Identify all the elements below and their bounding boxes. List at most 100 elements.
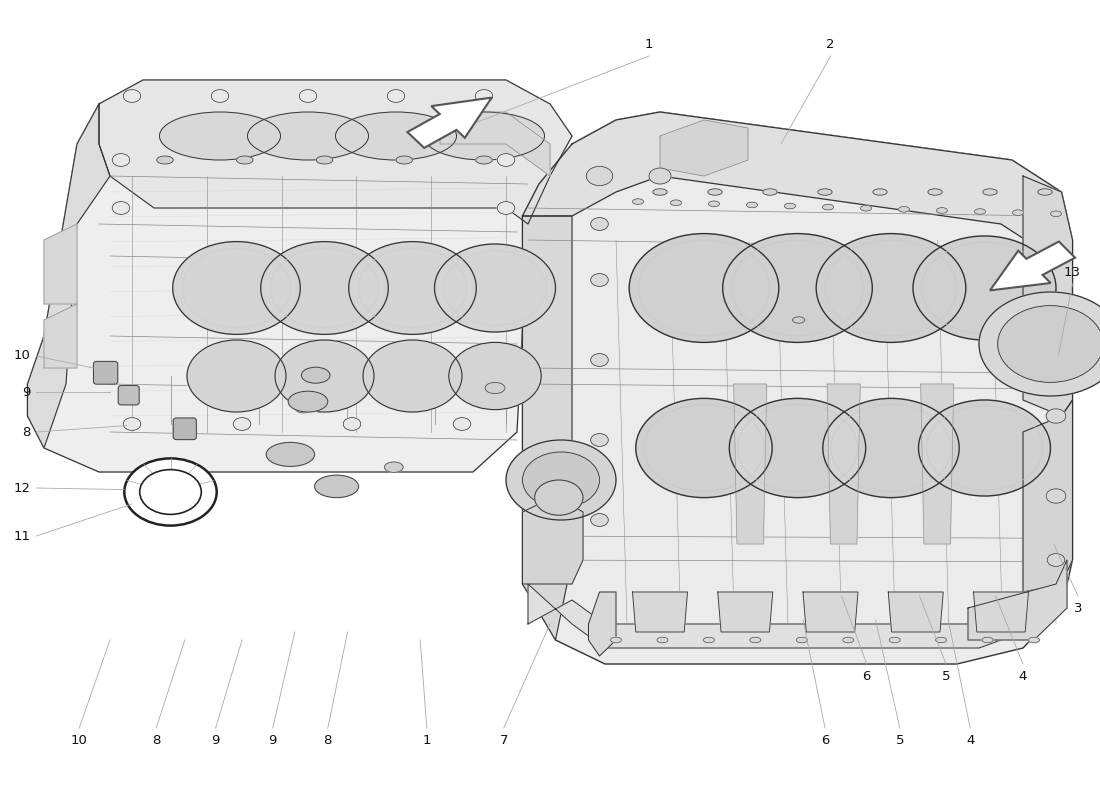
Text: 1: 1	[645, 38, 653, 50]
Circle shape	[649, 168, 671, 184]
Ellipse shape	[708, 189, 722, 195]
Ellipse shape	[983, 189, 997, 195]
Text: 10: 10	[70, 734, 88, 746]
Circle shape	[140, 470, 201, 514]
Polygon shape	[889, 592, 944, 632]
Ellipse shape	[160, 112, 280, 160]
Ellipse shape	[336, 112, 456, 160]
Ellipse shape	[315, 475, 359, 498]
Polygon shape	[921, 384, 954, 544]
Circle shape	[434, 244, 556, 332]
Ellipse shape	[823, 204, 834, 210]
Ellipse shape	[982, 637, 993, 643]
Circle shape	[449, 342, 541, 410]
FancyBboxPatch shape	[94, 362, 118, 384]
Ellipse shape	[899, 206, 910, 212]
Ellipse shape	[288, 391, 328, 412]
Circle shape	[535, 480, 583, 515]
Text: 5: 5	[942, 670, 950, 682]
Polygon shape	[990, 242, 1075, 290]
Text: 4: 4	[1019, 670, 1027, 682]
Polygon shape	[803, 592, 858, 632]
Text: 3: 3	[1074, 602, 1082, 614]
Circle shape	[591, 354, 608, 366]
Circle shape	[1046, 489, 1066, 503]
Polygon shape	[1023, 176, 1072, 416]
Ellipse shape	[936, 637, 947, 643]
Polygon shape	[522, 216, 572, 640]
Circle shape	[586, 166, 613, 186]
Circle shape	[124, 458, 217, 526]
Ellipse shape	[424, 112, 544, 160]
Circle shape	[591, 514, 608, 526]
Ellipse shape	[295, 403, 312, 413]
Circle shape	[187, 340, 286, 412]
Circle shape	[299, 90, 317, 102]
Ellipse shape	[843, 637, 854, 643]
Polygon shape	[528, 584, 1023, 648]
Circle shape	[112, 154, 130, 166]
Text: 6: 6	[821, 734, 829, 746]
Polygon shape	[44, 224, 77, 304]
Polygon shape	[522, 112, 1072, 664]
Ellipse shape	[747, 202, 758, 208]
Text: 2: 2	[826, 38, 835, 50]
Circle shape	[1046, 409, 1066, 423]
Circle shape	[591, 274, 608, 286]
Circle shape	[636, 398, 772, 498]
Text: 9: 9	[268, 734, 277, 746]
Circle shape	[123, 418, 141, 430]
Ellipse shape	[632, 199, 644, 204]
Ellipse shape	[396, 156, 412, 164]
Polygon shape	[827, 384, 860, 544]
Text: 11: 11	[14, 530, 31, 542]
Ellipse shape	[1037, 189, 1053, 195]
Ellipse shape	[872, 189, 887, 195]
Polygon shape	[974, 592, 1028, 632]
Polygon shape	[522, 112, 1072, 256]
Polygon shape	[522, 496, 583, 584]
Ellipse shape	[610, 637, 621, 643]
Circle shape	[823, 398, 959, 498]
Ellipse shape	[817, 189, 832, 195]
FancyBboxPatch shape	[174, 418, 196, 439]
Ellipse shape	[385, 462, 404, 472]
Polygon shape	[588, 592, 616, 656]
Ellipse shape	[156, 156, 174, 164]
Ellipse shape	[1012, 210, 1023, 215]
Circle shape	[522, 452, 600, 508]
Text: 5: 5	[895, 734, 904, 746]
Text: 8: 8	[22, 426, 31, 438]
Circle shape	[173, 242, 300, 334]
Ellipse shape	[301, 367, 330, 383]
Ellipse shape	[248, 112, 368, 160]
Circle shape	[123, 90, 141, 102]
Text: 6: 6	[862, 670, 871, 682]
Polygon shape	[28, 80, 572, 472]
Circle shape	[275, 340, 374, 412]
Text: 1: 1	[422, 734, 431, 746]
Circle shape	[918, 400, 1050, 496]
Ellipse shape	[750, 637, 761, 643]
Circle shape	[343, 418, 361, 430]
Polygon shape	[44, 304, 77, 368]
Ellipse shape	[889, 637, 900, 643]
Circle shape	[591, 434, 608, 446]
Text: 8: 8	[323, 734, 332, 746]
Circle shape	[506, 440, 616, 520]
Ellipse shape	[708, 201, 719, 206]
Ellipse shape	[657, 637, 668, 643]
Ellipse shape	[485, 382, 505, 394]
Ellipse shape	[548, 494, 570, 506]
Circle shape	[349, 242, 476, 334]
Text: 7: 7	[499, 734, 508, 746]
Circle shape	[913, 236, 1056, 340]
Circle shape	[979, 292, 1100, 396]
Circle shape	[816, 234, 966, 342]
Text: 12: 12	[14, 482, 31, 494]
Circle shape	[1047, 554, 1065, 566]
FancyBboxPatch shape	[119, 386, 139, 405]
Ellipse shape	[927, 189, 942, 195]
Circle shape	[723, 234, 872, 342]
Text: 4: 4	[966, 734, 975, 746]
